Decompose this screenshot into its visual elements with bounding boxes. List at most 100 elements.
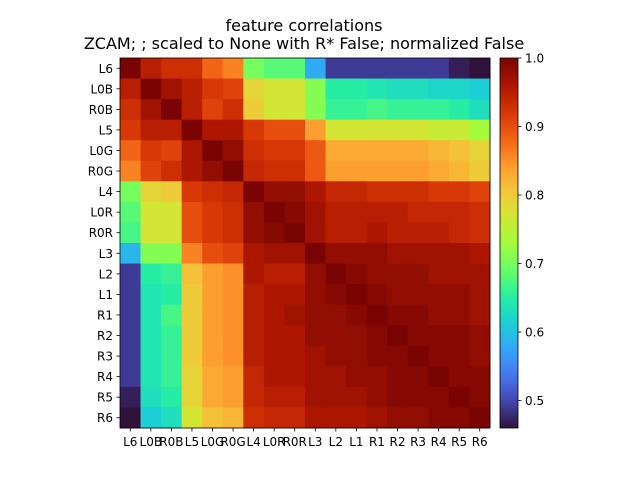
x-tick-label-R0R: R0R: [283, 435, 307, 449]
heatmap-cell-R0B-L0G: [202, 99, 224, 121]
heatmap-cell-R3-L0R: [263, 345, 285, 367]
heatmap-cell-R5-R0R: [284, 386, 306, 408]
heatmap-cell-R0R-L0G: [202, 222, 224, 244]
heatmap-cell-L1-R3: [407, 284, 429, 306]
heatmap-cell-R0G-L5: [181, 160, 203, 182]
heatmap-cell-L0B-R0B: [161, 78, 183, 100]
heatmap-cell-L1-R2: [387, 284, 409, 306]
heatmap-cell-L6-R1: [366, 58, 388, 79]
heatmap-cell-R0G-L2: [325, 160, 347, 182]
heatmap-cell-R2-L2: [325, 325, 347, 347]
heatmap-cell-L0B-R1: [366, 78, 388, 100]
heatmap-cell-L0G-R6: [469, 140, 491, 162]
heatmap-cell-R0B-R3: [407, 99, 429, 121]
heatmap-cell-L2-R0B: [161, 263, 183, 285]
y-tick-label-R0B: R0B: [89, 103, 113, 117]
heatmap-cell-R4-R0G: [222, 366, 244, 388]
heatmap-cell-R3-L6: [120, 345, 141, 367]
heatmap-cell-R0G-R1: [366, 160, 388, 182]
heatmap-cell-R5-L6: [120, 386, 141, 408]
heatmap-cell-L0R-L0R: [263, 201, 285, 223]
heatmap-cell-R0R-R0R: [284, 222, 306, 244]
heatmap-cell-R0R-L2: [325, 222, 347, 244]
heatmap-cell-L1-R0B: [161, 284, 183, 306]
heatmap-cell-R0R-L5: [181, 222, 203, 244]
heatmap-cells: [120, 58, 491, 429]
heatmap-cell-L0B-R6: [469, 78, 491, 100]
heatmap-cell-R0B-L4: [243, 99, 265, 121]
heatmap-cell-R0R-R5: [448, 222, 470, 244]
heatmap-cell-L5-R5: [448, 119, 470, 141]
heatmap-cell-L0R-L4: [243, 201, 265, 223]
heatmap-cell-R0B-R1: [366, 99, 388, 121]
heatmap-cell-L0B-L0R: [263, 78, 285, 100]
heatmap-cell-L0R-R0G: [222, 201, 244, 223]
heatmap-cell-R2-R0R: [284, 325, 306, 347]
heatmap-cell-L6-R4: [428, 58, 450, 79]
heatmap-cell-R3-R0G: [222, 345, 244, 367]
heatmap-cell-R4-R4: [428, 366, 450, 388]
heatmap-cell-L3-L0G: [202, 243, 224, 264]
x-tick-label-R6: R6: [472, 435, 488, 449]
heatmap-cell-R2-R0B: [161, 325, 183, 347]
heatmap-cell-R0R-R0B: [161, 222, 183, 244]
heatmap-cell-R3-L0G: [202, 345, 224, 367]
heatmap-cell-L3-L6: [120, 243, 141, 264]
heatmap-cell-R5-R0B: [161, 386, 183, 408]
heatmap-cell-L3-L0B: [140, 243, 162, 264]
y-tick-label-L5: L5: [99, 123, 113, 137]
heatmap-cell-L5-L4: [243, 119, 265, 141]
heatmap-cell-L3-L3: [305, 243, 326, 264]
heatmap-cell-R1-L2: [325, 304, 347, 326]
heatmap-cell-R1-R5: [448, 304, 470, 326]
heatmap-cell-L4-L1: [346, 181, 368, 203]
heatmap-cell-L6-R5: [448, 58, 470, 79]
heatmap-cell-L2-L0B: [140, 263, 162, 285]
heatmap-cell-L2-L1: [346, 263, 368, 285]
heatmap-cell-R3-R0B: [161, 345, 183, 367]
heatmap-cell-L5-L0B: [140, 119, 162, 141]
y-tick-label-L0G: L0G: [89, 144, 113, 158]
heatmap-cell-R4-R3: [407, 366, 429, 388]
heatmap-cell-L4-R3: [407, 181, 429, 203]
x-tick-label-L0B: L0B: [140, 435, 163, 449]
heatmap-cell-R6-L4: [243, 407, 265, 429]
heatmap-cell-L2-R0R: [284, 263, 306, 285]
heatmap-cell-R1-R0B: [161, 304, 183, 326]
y-tick-label-R1: R1: [97, 308, 113, 322]
heatmap-cell-R1-L5: [181, 304, 203, 326]
heatmap-cell-R2-L1: [346, 325, 368, 347]
heatmap-cell-L1-L0B: [140, 284, 162, 306]
heatmap-cell-R1-L6: [120, 304, 141, 326]
heatmap-cell-L1-L5: [181, 284, 203, 306]
heatmap-cell-R4-L0G: [202, 366, 224, 388]
heatmap-cell-L0G-R5: [448, 140, 470, 162]
heatmap-cell-R1-L3: [305, 304, 326, 326]
heatmap-cell-L3-R5: [448, 243, 470, 264]
x-tick-label-L4: L4: [246, 435, 260, 449]
heatmap-cell-L0G-R0B: [161, 140, 183, 162]
heatmap-cell-L0G-L0B: [140, 140, 162, 162]
y-tick-label-L1: L1: [99, 288, 113, 302]
heatmap-cell-L3-R6: [469, 243, 491, 264]
x-tick-label-R4: R4: [431, 435, 447, 449]
heatmap-cell-R2-R5: [448, 325, 470, 347]
heatmap-cell-R2-L4: [243, 325, 265, 347]
heatmap-cell-R2-L3: [305, 325, 326, 347]
heatmap-cell-L2-R2: [387, 263, 409, 285]
heatmap-cell-L4-R0R: [284, 181, 306, 203]
heatmap-cell-R3-R1: [366, 345, 388, 367]
heatmap-cell-L0B-L6: [120, 78, 141, 100]
heatmap-cell-R2-R6: [469, 325, 491, 347]
heatmap-cell-R6-L0R: [263, 407, 285, 429]
heatmap-cell-R0G-R5: [448, 160, 470, 182]
heatmap-cell-L1-L0R: [263, 284, 285, 306]
heatmap-cell-L1-L4: [243, 284, 265, 306]
heatmap-cell-R3-R0R: [284, 345, 306, 367]
heatmap-cell-L5-L3: [305, 119, 326, 141]
heatmap-cell-L5-R3: [407, 119, 429, 141]
heatmap-cell-R0R-L0B: [140, 222, 162, 244]
heatmap-cell-R0G-R0G: [222, 160, 244, 182]
heatmap-cell-L0R-R3: [407, 201, 429, 223]
heatmap-cell-R5-R1: [366, 386, 388, 408]
